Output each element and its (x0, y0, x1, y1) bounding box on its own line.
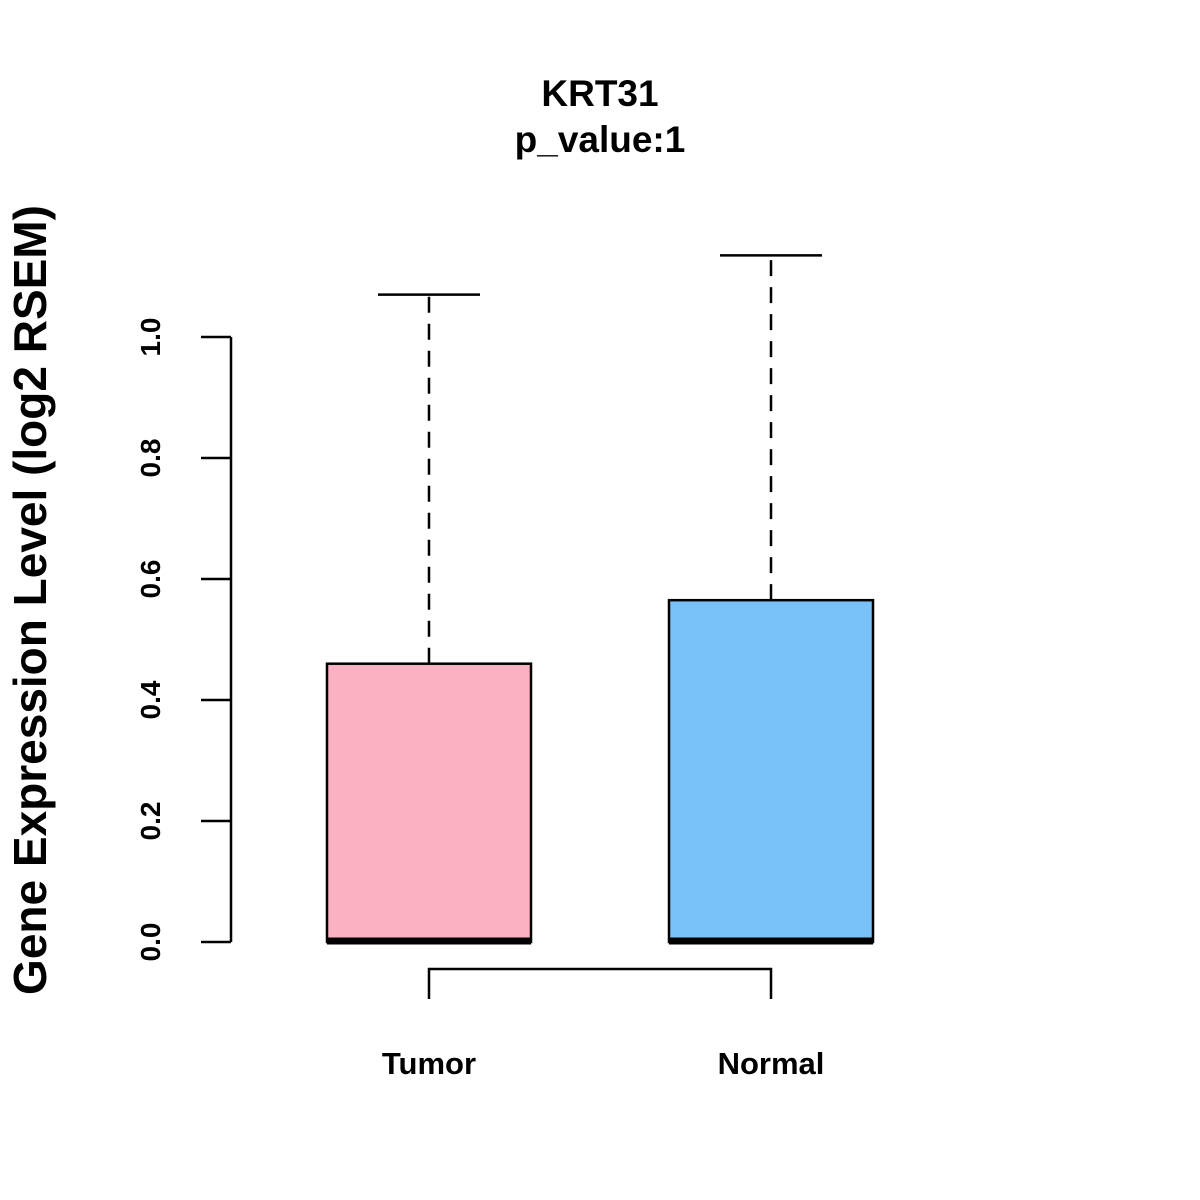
y-axis-label: Gene Expression Level (log2 RSEM) (4, 205, 56, 995)
box-normal (667, 254, 875, 945)
comparison-bracket (427, 967, 773, 999)
chart-title: KRT31 (541, 73, 658, 114)
chart-subtitle: p_value:1 (515, 119, 686, 160)
box-body (667, 598, 875, 944)
category-label-tumor: Tumor (382, 1046, 476, 1081)
y-tick-label: 0.8 (135, 439, 166, 478)
box-body (325, 662, 533, 944)
y-tick-label: 1.0 (135, 318, 166, 357)
category-label-normal: Normal (718, 1046, 825, 1081)
y-axis: 0.0 0.2 0.4 0.6 0.8 1.0 (135, 318, 233, 962)
y-tick-label: 0.0 (135, 923, 166, 962)
box-tumor (325, 293, 533, 945)
y-tick-label: 0.4 (135, 680, 166, 719)
category-labels: Tumor Normal (382, 1046, 824, 1081)
y-tick-label: 0.2 (135, 802, 166, 841)
y-tick-label: 0.6 (135, 560, 166, 599)
bracket-line (427, 967, 773, 999)
boxes-group (325, 254, 875, 945)
